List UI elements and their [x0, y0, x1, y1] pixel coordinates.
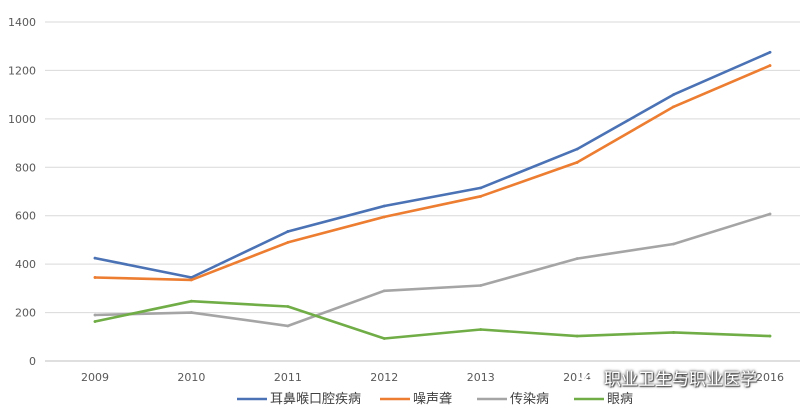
series-line-0: [93, 50, 772, 279]
x-tick-label: 2010: [177, 371, 205, 384]
legend: 耳鼻喉口腔疾病 噪声聋 传染病 眼病: [237, 391, 633, 407]
data-point: [190, 299, 193, 303]
series-line-2: [93, 212, 772, 328]
data-point: [93, 313, 97, 317]
y-tick-label: 200: [15, 307, 36, 320]
series-line-1: [93, 64, 772, 282]
data-point: [286, 324, 290, 328]
series-lines: [93, 50, 772, 340]
data-point: [479, 186, 483, 190]
data-point: [672, 93, 675, 97]
y-tick-label: 600: [15, 210, 36, 223]
data-point: [575, 161, 579, 164]
data-point: [768, 212, 772, 216]
data-point: [575, 257, 579, 260]
data-point: [672, 242, 675, 246]
data-point: [382, 289, 386, 293]
data-point: [479, 284, 483, 287]
y-tick-label: 400: [15, 258, 36, 271]
data-point: [190, 311, 193, 314]
watermark: 职业卫生与职业医学: [578, 364, 757, 390]
legend-label-0: 耳鼻喉口腔疾病: [270, 391, 361, 407]
legend-label-1: 噪声聋: [413, 391, 452, 407]
x-tick-label: 2012: [370, 371, 398, 384]
series-line-3: [93, 299, 772, 340]
data-point: [382, 337, 386, 340]
y-tick-label: 800: [15, 161, 36, 174]
data-point: [575, 334, 579, 338]
data-point: [382, 204, 386, 208]
gridlines: [45, 21, 800, 362]
data-point: [93, 320, 97, 323]
data-point: [672, 331, 675, 334]
y-tick-label: 1400: [8, 16, 36, 29]
x-tick-label: 2013: [467, 371, 495, 384]
watermark-text: 职业卫生与职业医学: [604, 369, 757, 390]
data-point: [382, 215, 386, 219]
data-point: [93, 276, 97, 279]
wechat-icon: [578, 368, 598, 385]
data-point: [286, 305, 290, 308]
data-point: [768, 64, 772, 67]
data-point: [190, 276, 193, 279]
x-tick-label: 2011: [274, 371, 302, 384]
x-tick-label: 2016: [756, 371, 784, 384]
x-tick-label: 2015: [660, 371, 688, 384]
data-point: [190, 278, 193, 282]
data-point: [768, 334, 772, 338]
data-point: [479, 328, 483, 331]
data-point: [286, 240, 290, 244]
data-point: [672, 105, 675, 109]
x-axis-ticks: 2009 2010 2011 2012 2013 2014 2015 2016: [81, 371, 784, 384]
legend-label-2: 传染病: [510, 392, 549, 407]
y-axis-ticks: 0 200 400 600 800 1000 1200 1400: [8, 16, 36, 368]
data-point: [479, 194, 483, 198]
legend-label-3: 眼病: [607, 392, 633, 407]
x-tick-label: 2009: [81, 371, 109, 384]
data-point: [93, 256, 97, 260]
data-point: [768, 50, 772, 54]
data-point: [575, 147, 579, 151]
y-tick-label: 0: [29, 355, 36, 368]
y-tick-label: 1000: [8, 113, 36, 126]
y-tick-label: 1200: [8, 64, 36, 77]
data-point: [286, 230, 290, 233]
